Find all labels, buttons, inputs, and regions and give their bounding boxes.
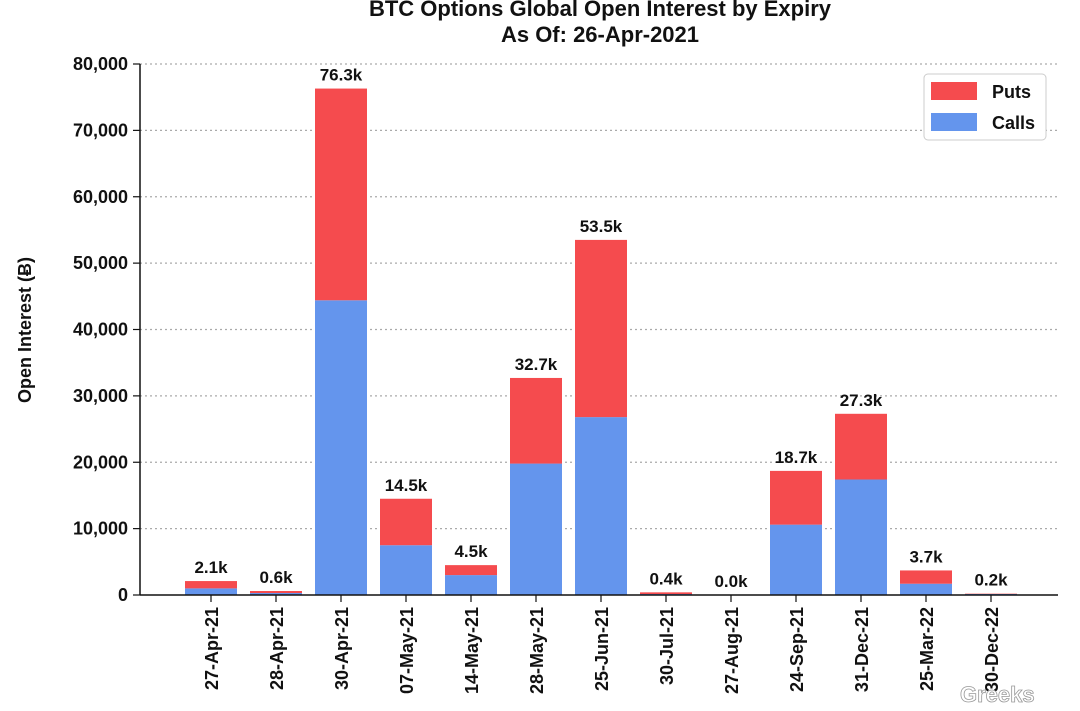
chart-subtitle: As Of: 26-Apr-2021 xyxy=(501,22,699,47)
y-tick-label: 10,000 xyxy=(73,519,128,539)
y-tick-label: 50,000 xyxy=(73,253,128,273)
data-label: 76.3k xyxy=(320,66,363,85)
data-label: 0.2k xyxy=(974,571,1008,590)
bar-puts xyxy=(835,413,887,480)
bar-puts xyxy=(770,470,822,525)
y-tick-label: 20,000 xyxy=(73,452,128,472)
x-axis-ticks: 27-Apr-21 28-Apr-21 30-Apr-21 07-May-21 14-M… xyxy=(202,595,1002,694)
y-tick-label: 30,000 xyxy=(73,386,128,406)
bar-puts xyxy=(640,592,692,595)
x-tick-label: 31-Dec-21 xyxy=(852,607,872,692)
data-label: 3.7k xyxy=(909,547,943,566)
bar-puts xyxy=(445,565,497,576)
bar-calls xyxy=(770,524,822,595)
x-tick-label: 07-May-21 xyxy=(397,607,417,694)
data-labels: 2.1k 0.6k 76.3k 14.5k 4.5k 32.7k 53.5k 0.4k 0.0k… xyxy=(194,66,1008,591)
data-label: 53.5k xyxy=(580,217,623,236)
watermark: Greeks xyxy=(960,682,1035,707)
bar-puts xyxy=(250,591,302,594)
y-tick-label: 80,000 xyxy=(73,54,128,74)
x-tick-label: 25-Mar-22 xyxy=(917,607,937,691)
data-label: 32.7k xyxy=(515,355,558,374)
data-label: 2.1k xyxy=(194,558,228,577)
data-label: 0.4k xyxy=(649,569,683,588)
legend: Puts Calls xyxy=(923,73,1047,141)
axes xyxy=(139,64,1058,596)
bar-calls xyxy=(380,545,432,595)
y-tick-label: 60,000 xyxy=(73,187,128,207)
bar-puts xyxy=(900,570,952,584)
bar-calls xyxy=(445,575,497,595)
bar-puts xyxy=(575,239,627,418)
legend-calls-swatch xyxy=(931,113,977,131)
data-label: 0.0k xyxy=(714,572,748,591)
legend-puts-swatch xyxy=(931,82,977,100)
x-tick-label: 30-Dec-22 xyxy=(982,607,1002,692)
y-tick-label: 0 xyxy=(118,585,128,605)
bar-calls xyxy=(315,300,367,595)
y-axis-label: Open Interest (Ƀ) xyxy=(15,257,35,403)
x-tick-label: 14-May-21 xyxy=(462,607,482,694)
x-tick-label: 28-Apr-21 xyxy=(267,607,287,690)
chart-title: BTC Options Global Open Interest by Expi… xyxy=(369,0,832,21)
grid-lines xyxy=(140,63,1058,530)
x-tick-label: 25-Jun-21 xyxy=(592,607,612,691)
x-tick-label: 27-Apr-21 xyxy=(202,607,222,690)
data-label: 4.5k xyxy=(454,542,488,561)
x-tick-label: 30-Apr-21 xyxy=(332,607,352,690)
x-tick-label: 27-Aug-21 xyxy=(722,607,742,694)
bar-puts xyxy=(315,88,367,301)
x-tick-label: 30-Jul-21 xyxy=(657,607,677,685)
data-label: 18.7k xyxy=(775,448,818,467)
bar-calls xyxy=(510,463,562,595)
bar-puts xyxy=(510,377,562,464)
legend-calls-label: Calls xyxy=(992,113,1035,133)
bar-calls xyxy=(835,479,887,595)
data-label: 14.5k xyxy=(385,476,428,495)
bars xyxy=(185,88,1017,595)
bar-calls xyxy=(185,588,237,595)
y-axis-ticks: 0 10,000 20,000 30,000 40,000 50,000 60,000 70,… xyxy=(73,54,140,605)
data-label: 27.3k xyxy=(840,391,883,410)
x-tick-label: 28-May-21 xyxy=(527,607,547,694)
x-tick-label: 24-Sep-21 xyxy=(787,607,807,692)
bar-puts xyxy=(380,498,432,546)
y-tick-label: 40,000 xyxy=(73,320,128,340)
y-tick-label: 70,000 xyxy=(73,120,128,140)
data-label: 0.6k xyxy=(259,568,293,587)
bar-calls xyxy=(250,593,302,595)
bar-calls xyxy=(900,583,952,595)
bar-calls xyxy=(575,417,627,595)
bar-puts xyxy=(185,581,237,589)
legend-puts-label: Puts xyxy=(992,82,1031,102)
